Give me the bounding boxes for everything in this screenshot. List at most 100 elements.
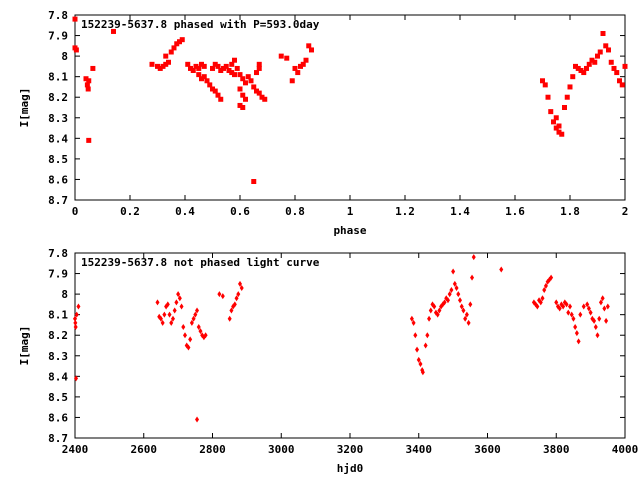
- data-point: [471, 254, 476, 261]
- data-point: [73, 47, 79, 53]
- data-point: [74, 375, 79, 382]
- data-point: [561, 303, 566, 310]
- data-point: [461, 307, 466, 314]
- data-point: [458, 297, 462, 304]
- data-point: [545, 94, 551, 100]
- plot-frame: [74, 14, 626, 201]
- plot-frame: [74, 252, 626, 439]
- data-point: [409, 315, 414, 322]
- data-point: [581, 70, 587, 76]
- data-points: [73, 254, 610, 423]
- data-point: [177, 39, 182, 45]
- data-point: [195, 307, 200, 314]
- data-point: [578, 68, 584, 73]
- data-point: [243, 80, 248, 86]
- data-point: [459, 303, 464, 310]
- data-point: [163, 61, 169, 67]
- data-point: [562, 105, 567, 110]
- y-tick-label: 7.9: [48, 30, 68, 43]
- data-point: [575, 65, 581, 71]
- data-point: [570, 74, 576, 80]
- y-tick-label: 8.3: [48, 350, 68, 363]
- data-point: [155, 299, 160, 306]
- data-point: [553, 115, 559, 121]
- data-point: [622, 63, 628, 69]
- data-point: [168, 49, 174, 55]
- data-point: [416, 356, 421, 363]
- data-point: [201, 74, 207, 80]
- data-point: [229, 61, 235, 67]
- data-point: [295, 70, 301, 76]
- data-point: [196, 72, 202, 78]
- data-point: [196, 65, 202, 71]
- data-point: [191, 315, 196, 322]
- x-tick-label: 3600: [474, 443, 501, 456]
- data-point: [573, 63, 578, 69]
- data-point: [589, 57, 595, 63]
- data-point: [584, 65, 589, 71]
- data-point: [597, 315, 602, 322]
- data-point: [234, 65, 240, 71]
- chart-title: 152239-5637.8 phased with P=593.0day: [81, 18, 320, 31]
- data-point: [188, 336, 193, 343]
- data-point: [567, 84, 573, 90]
- data-point: [456, 291, 461, 298]
- data-point: [447, 291, 452, 298]
- data-point: [179, 303, 184, 310]
- data-point: [160, 319, 165, 326]
- data-point: [84, 82, 90, 88]
- x-tick-label: 2600: [131, 443, 158, 456]
- data-point: [207, 82, 213, 88]
- data-point: [160, 63, 166, 69]
- data-point: [262, 96, 268, 102]
- data-point: [218, 96, 224, 102]
- data-point: [592, 59, 598, 65]
- data-point: [73, 324, 78, 330]
- data-point: [172, 307, 177, 314]
- y-axis-label: I[mag]: [18, 326, 31, 366]
- data-point: [614, 70, 620, 76]
- data-point: [248, 78, 254, 84]
- data-point: [210, 65, 215, 71]
- data-point: [193, 311, 198, 318]
- x-tick-label: 3200: [337, 443, 364, 456]
- data-point: [585, 301, 590, 308]
- y-tick-label: 7.9: [48, 268, 68, 281]
- data-point: [598, 299, 603, 306]
- data-point: [259, 94, 265, 100]
- y-tick-label: 7.8: [48, 247, 68, 260]
- data-point: [195, 416, 200, 423]
- data-point: [425, 332, 430, 339]
- data-point: [167, 311, 172, 318]
- data-point: [540, 295, 545, 302]
- data-point: [251, 84, 257, 90]
- data-point: [223, 63, 229, 69]
- data-point: [166, 59, 171, 65]
- data-point: [300, 61, 306, 67]
- data-point: [432, 303, 437, 310]
- data-point: [611, 65, 617, 71]
- data-point: [463, 315, 468, 322]
- data-point: [186, 344, 191, 351]
- data-point: [428, 307, 433, 314]
- data-point: [605, 303, 610, 310]
- data-point: [548, 109, 554, 115]
- data-point: [155, 63, 160, 69]
- data-point: [218, 68, 224, 73]
- data-point: [196, 324, 201, 330]
- y-tick-label: 8.7: [48, 432, 68, 445]
- data-point: [227, 315, 232, 322]
- data-point: [284, 55, 290, 61]
- data-point: [418, 361, 423, 367]
- data-point: [588, 309, 593, 316]
- data-point: [606, 47, 611, 53]
- data-point: [232, 301, 237, 308]
- y-tick-label: 8.1: [48, 309, 68, 322]
- phased-light-curve-panel: 0 0.2 0.4 0.6 0.8 1 1.2 1.4 1.6 1.8 2 7.8 7.9 8 8.1 8.2…: [18, 9, 628, 237]
- data-point: [240, 105, 246, 110]
- data-point: [542, 287, 547, 293]
- data-point: [83, 76, 89, 82]
- y-tick-label: 8: [61, 50, 68, 63]
- data-point: [597, 49, 603, 55]
- x-tick-label: 4000: [612, 443, 639, 456]
